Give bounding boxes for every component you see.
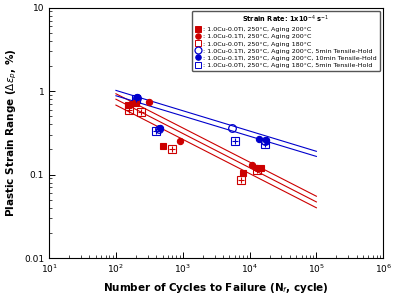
X-axis label: Number of Cycles to Failure (N$_f$, cycle): Number of Cycles to Failure (N$_f$, cycl… bbox=[103, 281, 329, 295]
Y-axis label: Plastic Strain Range ($\Delta\varepsilon_p$, %): Plastic Strain Range ($\Delta\varepsilon… bbox=[4, 49, 19, 217]
Legend: : 1.0Cu-0.0Ti, 250°C, Aging 200°C, : 1.0Cu-0.1Ti, 250°C, Aging 200°C, : 1.0Cu-0.: : 1.0Cu-0.0Ti, 250°C, Aging 200°C, : 1.0… bbox=[192, 11, 380, 71]
